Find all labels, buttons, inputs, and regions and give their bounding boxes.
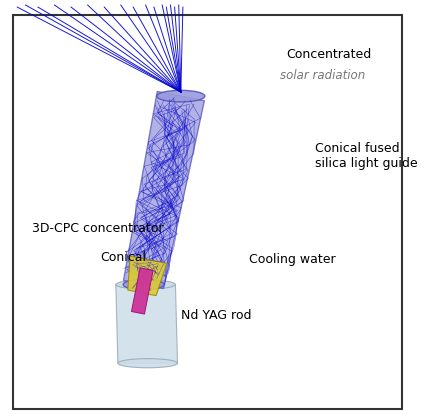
Text: Concentrated: Concentrated [286, 48, 372, 61]
Polygon shape [116, 284, 178, 363]
Text: Conical fused
silica light guide: Conical fused silica light guide [316, 142, 418, 170]
Text: 3D-CPC concentrator: 3D-CPC concentrator [32, 222, 163, 235]
Text: Nd YAG rod: Nd YAG rod [181, 309, 251, 322]
Polygon shape [132, 268, 153, 314]
Ellipse shape [118, 359, 178, 368]
Ellipse shape [116, 280, 175, 289]
Text: Conical: Conical [100, 251, 146, 264]
Polygon shape [128, 256, 167, 296]
Text: Cooling water: Cooling water [249, 253, 336, 266]
Ellipse shape [123, 279, 164, 290]
Polygon shape [124, 92, 204, 289]
Ellipse shape [157, 90, 205, 102]
Text: solar radiation: solar radiation [280, 69, 365, 82]
